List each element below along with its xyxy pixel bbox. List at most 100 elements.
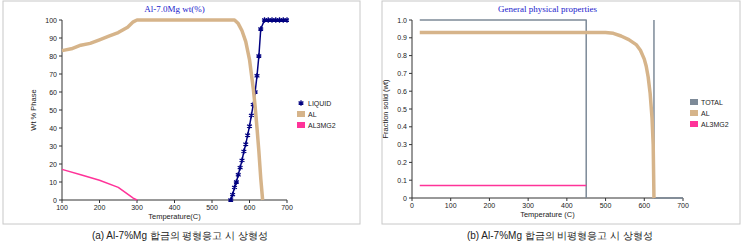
y-tick — [59, 56, 62, 57]
series-marker — [240, 158, 245, 164]
y-tick — [409, 126, 412, 127]
y-tick-label: 0.1 — [397, 177, 407, 184]
series-marker — [230, 192, 235, 198]
y-tick-label: 20 — [49, 161, 57, 168]
y-tick — [59, 92, 62, 93]
x-tick-label: 700 — [281, 204, 293, 211]
series-marker — [256, 53, 261, 59]
series-marker — [245, 132, 250, 138]
x-tick — [644, 198, 645, 201]
series-marker — [266, 17, 271, 23]
x-axis-label: Temperature(C) — [148, 212, 201, 221]
y-tick — [59, 128, 62, 129]
series-line — [420, 20, 586, 198]
legend-label: AL — [308, 111, 317, 118]
x-tick-label: 200 — [94, 204, 106, 211]
y-tick-label: 0.7 — [397, 70, 407, 77]
y-tick — [409, 37, 412, 38]
y-tick — [409, 144, 412, 145]
y-axis-label: Fraction solid (wt) — [381, 79, 390, 139]
legend-swatch — [299, 100, 304, 106]
y-axis-label: Wt % Phase — [29, 89, 38, 130]
y-tick-label: 60 — [49, 89, 57, 96]
legend-swatch — [297, 122, 305, 128]
x-tick — [489, 198, 490, 201]
chart-title: General physical properties — [498, 4, 597, 14]
panel-frame — [382, 1, 740, 224]
y-tick — [59, 38, 62, 39]
series-marker — [281, 17, 286, 23]
y-tick-label: 30 — [49, 143, 57, 150]
legend-swatch — [297, 111, 305, 117]
plot-area — [62, 17, 289, 202]
x-tick — [99, 200, 100, 203]
x-axis-line — [412, 198, 683, 199]
series-line — [654, 197, 683, 199]
legend-label: TOTAL — [701, 99, 723, 106]
figure: Al-7.0Mg wt(%)01020304050607080901001002… — [0, 0, 744, 246]
y-tick — [409, 55, 412, 56]
y-tick — [59, 110, 62, 111]
y-tick-label: 70 — [49, 71, 57, 78]
y-tick-label: 0.9 — [397, 34, 407, 41]
series-marker — [249, 113, 254, 119]
series-marker — [228, 197, 233, 202]
series-line — [420, 32, 654, 198]
y-tick — [59, 182, 62, 183]
series-marker — [262, 17, 267, 23]
series-marker — [255, 73, 260, 79]
x-tick-label: 200 — [484, 202, 496, 209]
x-tick — [287, 200, 288, 203]
y-tick — [59, 20, 62, 21]
y-tick — [59, 146, 62, 147]
series-marker — [247, 123, 252, 129]
y-tick-label: 50 — [49, 107, 57, 114]
series-marker — [273, 17, 278, 23]
x-tick-label: 100 — [445, 202, 457, 209]
legend-swatch — [690, 121, 698, 127]
x-tick-label: 600 — [638, 202, 650, 209]
y-tick-label: 10 — [49, 179, 57, 186]
series-marker — [234, 179, 239, 185]
legend-label: AL — [701, 110, 710, 117]
y-tick-label: 0.8 — [397, 52, 407, 59]
y-tick-label: 0 — [53, 197, 57, 204]
legend-label: LIQUID — [308, 100, 331, 108]
y-tick — [59, 164, 62, 165]
y-tick — [409, 91, 412, 92]
y-tick-label: 1.0 — [397, 17, 407, 24]
y-tick-label: 0.6 — [397, 88, 407, 95]
y-tick-label: 0.5 — [397, 106, 407, 113]
x-tick-label: 300 — [522, 202, 534, 209]
caption: (a) Al-7%Mg 합금의 평형응고 시 상형성 — [92, 230, 268, 241]
legend: LIQUIDALAL3MG2 — [297, 100, 336, 129]
y-tick-label: 40 — [49, 125, 57, 132]
x-axis-label: Temperature (C) — [520, 210, 575, 219]
y-tick — [59, 74, 62, 75]
y-tick — [409, 180, 412, 181]
y-tick-label: 0.2 — [397, 159, 407, 166]
y-tick-label: 100 — [45, 17, 57, 24]
series-marker — [270, 17, 275, 23]
caption: (b) Al-7%Mg 합금의 비평형응고 시 상형성 — [467, 230, 653, 241]
series-marker — [277, 17, 282, 23]
x-tick — [249, 200, 250, 203]
chart-panel: General physical properties00.10.20.30.4… — [381, 1, 740, 224]
legend: TOTAL AL AL3MG2 — [690, 99, 729, 128]
x-tick — [62, 200, 63, 203]
series-marker — [236, 172, 241, 178]
y-tick-label: 0.4 — [397, 123, 407, 130]
x-tick-label: 600 — [244, 204, 256, 211]
x-tick-label: 500 — [206, 204, 218, 211]
legend-label: AL3MG2 — [701, 121, 729, 128]
chart-title: Al-7.0Mg wt(%) — [144, 4, 205, 14]
y-tick-label: 90 — [49, 35, 57, 42]
x-tick — [528, 198, 529, 201]
legend-swatch — [690, 99, 698, 105]
y-tick-label: 0 — [403, 195, 407, 202]
x-tick — [212, 200, 213, 203]
y-tick — [409, 162, 412, 163]
panel-frame — [3, 1, 360, 224]
x-tick — [605, 198, 606, 201]
series-marker — [241, 149, 246, 155]
